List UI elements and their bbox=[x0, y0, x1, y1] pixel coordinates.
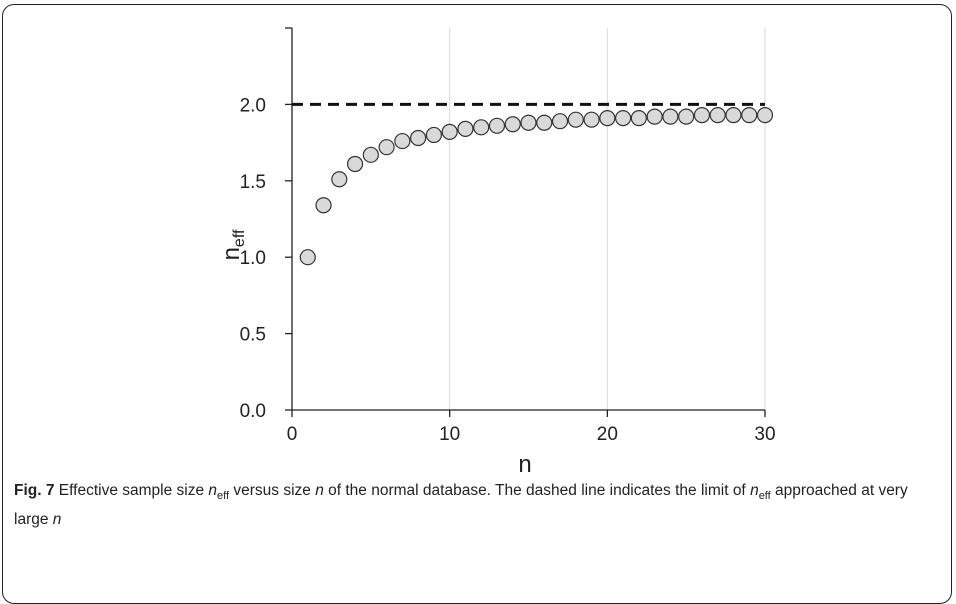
data-point bbox=[457, 120, 474, 137]
scatter-chart: 0 10 20 30 0.00.51.01.52.0 n neff bbox=[218, 27, 776, 478]
y-tick-label: 2.0 bbox=[240, 95, 266, 116]
caption-text-3: of the normal database. The dashed line … bbox=[323, 482, 751, 499]
data-point bbox=[741, 106, 758, 124]
caption-figure-label: Fig. 7 bbox=[14, 482, 55, 499]
y-axis-title-main: n bbox=[218, 247, 245, 260]
data-point bbox=[725, 106, 742, 124]
y-axis-title: neff bbox=[218, 229, 248, 260]
data-point bbox=[614, 110, 632, 127]
y-tick-label: 1.5 bbox=[240, 172, 266, 193]
x-tick-label: 20 bbox=[597, 424, 618, 445]
data-point bbox=[693, 106, 711, 124]
caption-var-4: n bbox=[52, 511, 62, 529]
data-point bbox=[315, 197, 332, 214]
data-point bbox=[646, 108, 663, 125]
figure-caption: Fig. 7 Effective sample size neff versus… bbox=[14, 479, 939, 532]
data-point bbox=[488, 117, 506, 134]
data-point bbox=[567, 111, 584, 128]
data-point bbox=[678, 108, 695, 125]
data-point bbox=[504, 116, 521, 133]
y-tick-label: 1.0 bbox=[240, 248, 266, 269]
data-point bbox=[536, 114, 553, 131]
data-point bbox=[299, 249, 316, 266]
data-point bbox=[630, 110, 647, 127]
y-axis-title-sub: eff bbox=[231, 229, 248, 247]
data-point bbox=[425, 126, 442, 144]
x-tick-labels: 0 10 20 30 bbox=[287, 424, 776, 445]
caption-var-3: n bbox=[750, 482, 759, 499]
data-point bbox=[551, 113, 569, 130]
grid-lines bbox=[449, 28, 766, 410]
data-point bbox=[394, 132, 411, 150]
data-point bbox=[410, 129, 427, 147]
data-point bbox=[441, 123, 458, 141]
data-point bbox=[709, 106, 726, 124]
data-point bbox=[520, 114, 537, 131]
y-tick-label: 0.0 bbox=[240, 401, 266, 422]
data-point bbox=[378, 139, 395, 156]
data-point bbox=[346, 155, 364, 173]
caption-sub-3: eff bbox=[758, 490, 771, 503]
caption-var-1: n bbox=[208, 482, 218, 499]
data-point bbox=[662, 108, 679, 125]
caption-text-2: versus size bbox=[229, 482, 316, 499]
data-point bbox=[756, 106, 774, 124]
data-point bbox=[583, 111, 600, 128]
x-tick-label: 10 bbox=[439, 424, 460, 445]
x-axis-title: n bbox=[518, 451, 531, 478]
caption-text-4: approached at very large bbox=[14, 482, 908, 529]
x-tick-label: 0 bbox=[287, 424, 298, 445]
data-point bbox=[599, 110, 616, 127]
y-tick-labels: 0.0 0.5 1.0 1.5 2.0 bbox=[240, 95, 266, 422]
data-point bbox=[362, 146, 379, 163]
x-tick-label: 30 bbox=[754, 424, 775, 445]
y-tick-label: 0.5 bbox=[240, 325, 266, 346]
caption-var-2: n bbox=[315, 482, 324, 499]
axes bbox=[285, 27, 766, 417]
data-points bbox=[299, 106, 774, 266]
caption-sub-1: eff bbox=[217, 490, 230, 503]
caption-text-1: Effective sample size bbox=[54, 482, 209, 499]
data-point bbox=[473, 119, 490, 136]
data-point bbox=[331, 171, 348, 188]
